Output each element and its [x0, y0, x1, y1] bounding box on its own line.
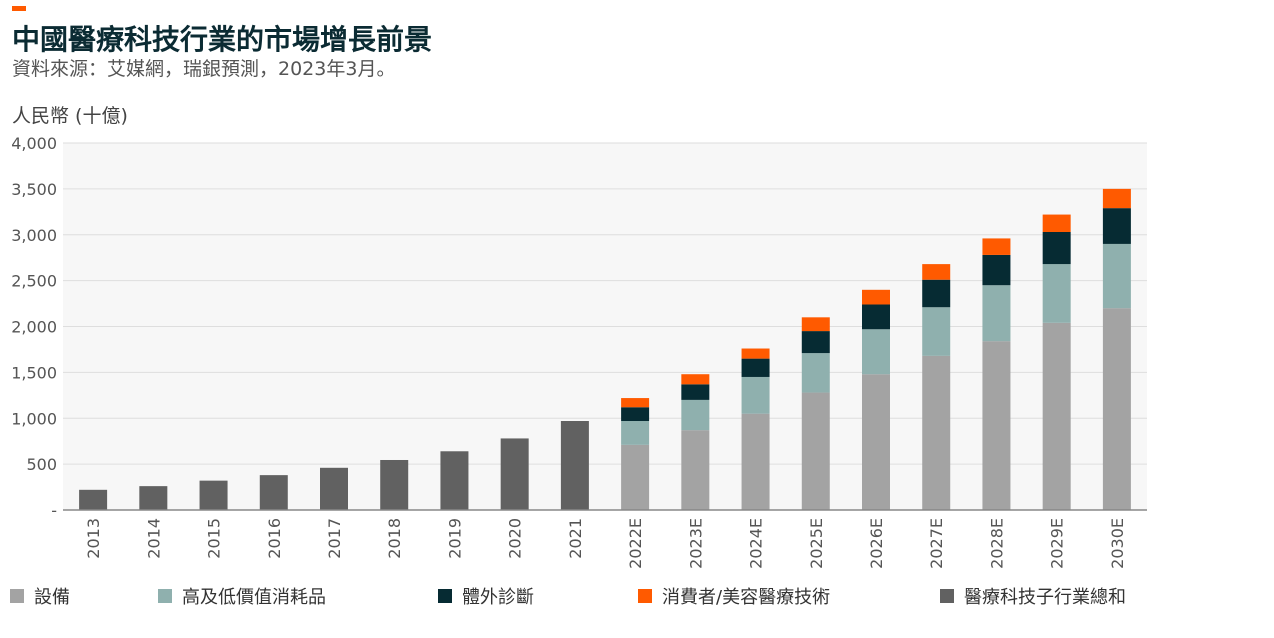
x-tick-label: 2024E: [747, 518, 766, 569]
bar-consumer-2024e: [741, 348, 770, 359]
bar-ivd-2028e: [982, 254, 1011, 286]
x-tick-label: 2014: [144, 518, 163, 559]
bar-total-2016: [259, 475, 288, 510]
bar-consumables-2024e: [741, 376, 770, 414]
y-tick-label: 3,000: [11, 226, 57, 245]
legend-item-consumables: 高及低價值消耗品: [158, 582, 326, 610]
bar-ivd-2022e: [621, 407, 650, 422]
bar-consumables-2022e: [621, 421, 650, 445]
x-tick-label: 2015: [205, 518, 224, 559]
bar-equipment-2026e: [862, 374, 890, 510]
bar-consumables-2027e: [922, 307, 951, 356]
y-axis-unit-label: 人民幣 (十億): [12, 105, 128, 127]
legend-label-consumables: 高及低價值消耗品: [182, 587, 326, 608]
bar-consumables-2029e: [1042, 264, 1071, 323]
x-tick-label: 2029E: [1048, 518, 1067, 569]
x-tick-label: 2017: [325, 518, 344, 559]
bar-equipment-2028e: [982, 341, 1011, 510]
bar-equipment-2030e: [1102, 308, 1131, 510]
bar-consumables-2028e: [982, 285, 1011, 342]
bar-consumer-2029e: [1042, 214, 1071, 232]
legend-item-total: 醫療科技子行業總和: [940, 582, 1126, 610]
x-tick-label: 2025E: [807, 518, 826, 569]
bar-ivd-2024e: [741, 358, 770, 377]
y-tick-label: 500: [26, 455, 57, 474]
legend-swatch-ivd: [438, 589, 452, 603]
legend-item-consumer: 消費者/美容醫療技術: [638, 582, 830, 610]
x-tick-label: 2030E: [1108, 518, 1127, 569]
bar-equipment-2027e: [922, 355, 951, 510]
bar-equipment-2022e: [621, 444, 650, 510]
bar-total-2014: [139, 486, 168, 510]
bar-equipment-2029e: [1042, 322, 1071, 510]
y-tick-label: 2,500: [11, 272, 57, 291]
bar-equipment-2024e: [741, 413, 770, 510]
x-tick-label: 2027E: [927, 518, 946, 569]
bar-consumer-2026e: [862, 289, 890, 305]
bar-ivd-2026e: [862, 304, 890, 330]
y-tick-label: 4,000: [11, 134, 57, 153]
bar-total-2013: [79, 489, 108, 510]
stacked-bar-chart: - 500 1,000 1,500 2,000 2,500 3,000 3,500 4,000 2…: [11, 134, 1147, 569]
legend-label-total: 醫療科技子行業總和: [964, 587, 1126, 608]
legend-item-equipment: 設備: [10, 582, 70, 610]
bar-total-2020: [500, 438, 529, 510]
y-tick-label: 1,000: [11, 409, 57, 428]
bar-ivd-2027e: [922, 279, 951, 308]
x-tick-label: 2023E: [686, 518, 705, 569]
bar-consumables-2030e: [1102, 243, 1131, 309]
bar-consumer-2022e: [621, 398, 650, 408]
legend-swatch-total: [940, 589, 954, 603]
bar-total-2021: [560, 421, 589, 510]
y-tick-label: 1,500: [11, 363, 57, 382]
legend-swatch-consumer: [638, 589, 652, 603]
legend-swatch-equipment: [10, 589, 24, 603]
legend-label-equipment: 設備: [34, 587, 70, 608]
chart-source: 資料來源：艾媒網，瑞銀預測，2023年3月。: [12, 58, 396, 80]
y-tick-label: 2,000: [11, 318, 57, 337]
bar-consumables-2026e: [862, 329, 890, 375]
bar-consumables-2025e: [801, 353, 830, 393]
bar-total-2015: [199, 480, 228, 510]
x-tick-label: 2022E: [626, 518, 645, 569]
bar-ivd-2030e: [1102, 208, 1131, 244]
x-tick-label: 2026E: [867, 518, 886, 569]
x-tick-label: 2016: [265, 518, 284, 559]
bar-consumer-2025e: [801, 317, 830, 332]
x-tick-label: 2028E: [987, 518, 1006, 569]
legend-label-ivd: 體外診斷: [462, 587, 534, 608]
y-tick-label: 3,500: [11, 180, 57, 199]
bar-total-2018: [380, 459, 409, 510]
y-tick-label: -: [51, 501, 57, 520]
x-tick-label: 2018: [385, 518, 404, 559]
chart-legend: 設備 高及低價值消耗品 體外診斷 消費者/美容醫療技術 醫療科技子行業總和: [0, 582, 1274, 612]
legend-swatch-consumables: [158, 589, 172, 603]
bar-consumer-2030e: [1102, 188, 1131, 209]
legend-item-ivd: 體外診斷: [438, 582, 534, 610]
bar-consumables-2023e: [681, 399, 710, 431]
accent-bar: [12, 6, 26, 11]
x-tick-label: 2013: [84, 518, 103, 559]
legend-label-consumer: 消費者/美容醫療技術: [662, 587, 831, 608]
chart-title: 中國醫療科技行業的市場增長前景: [12, 23, 433, 56]
bar-ivd-2029e: [1042, 231, 1071, 265]
x-tick-label: 2020: [506, 518, 525, 559]
bar-equipment-2023e: [681, 430, 710, 510]
x-tick-label: 2019: [445, 518, 464, 559]
bar-equipment-2025e: [801, 392, 830, 510]
bar-consumer-2027e: [922, 264, 951, 280]
bar-ivd-2023e: [681, 384, 710, 400]
bar-total-2017: [320, 467, 348, 510]
x-tick-label: 2021: [566, 518, 585, 559]
bar-ivd-2025e: [801, 331, 830, 354]
bar-total-2019: [440, 451, 469, 510]
bar-consumer-2023e: [681, 374, 710, 385]
bar-consumer-2028e: [982, 238, 1011, 255]
